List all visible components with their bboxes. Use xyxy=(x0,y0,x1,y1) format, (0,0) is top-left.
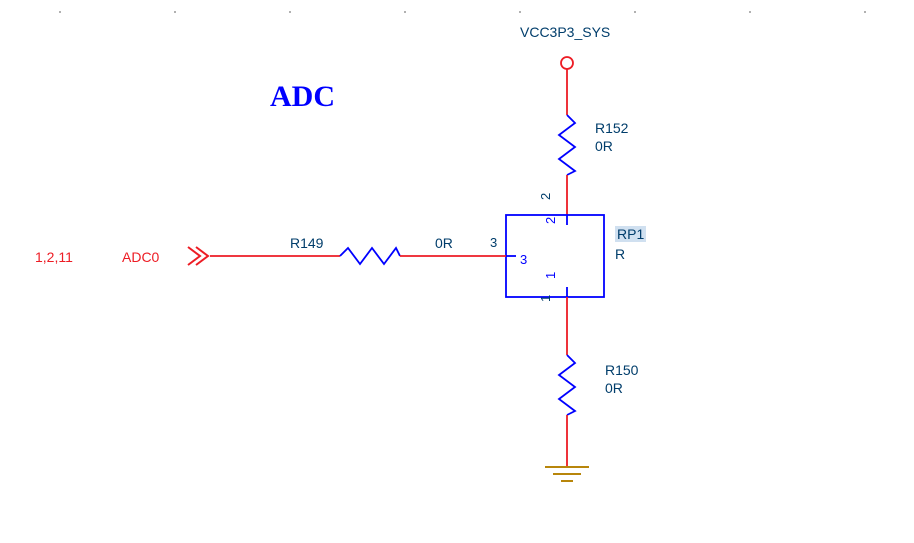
crossref-label: 1,2,11 xyxy=(35,249,73,265)
r-top-value: 0R xyxy=(595,138,613,154)
r-left-ref: R149 xyxy=(290,235,323,251)
pin1-outer: 1 xyxy=(538,295,553,302)
pot-value: R xyxy=(615,246,625,262)
pin3-outer: 3 xyxy=(490,235,497,250)
pin2-inner: 2 xyxy=(543,217,558,224)
signal-net-label: ADC0 xyxy=(122,249,159,265)
pin1-inner: 1 xyxy=(543,272,558,279)
r-bottom-ref: R150 xyxy=(605,362,638,378)
pin2-outer: 2 xyxy=(538,193,553,200)
r-top-ref: R152 xyxy=(595,120,628,136)
pin3-inner: 3 xyxy=(520,252,527,267)
r-bottom-value: 0R xyxy=(605,380,623,396)
power-net-label: VCC3P3_SYS xyxy=(520,24,610,40)
diagram-title: ADC xyxy=(270,80,335,114)
pot-ref: RP1 xyxy=(615,226,646,242)
schematic-canvas xyxy=(0,0,914,543)
r-left-value: 0R xyxy=(435,235,453,251)
